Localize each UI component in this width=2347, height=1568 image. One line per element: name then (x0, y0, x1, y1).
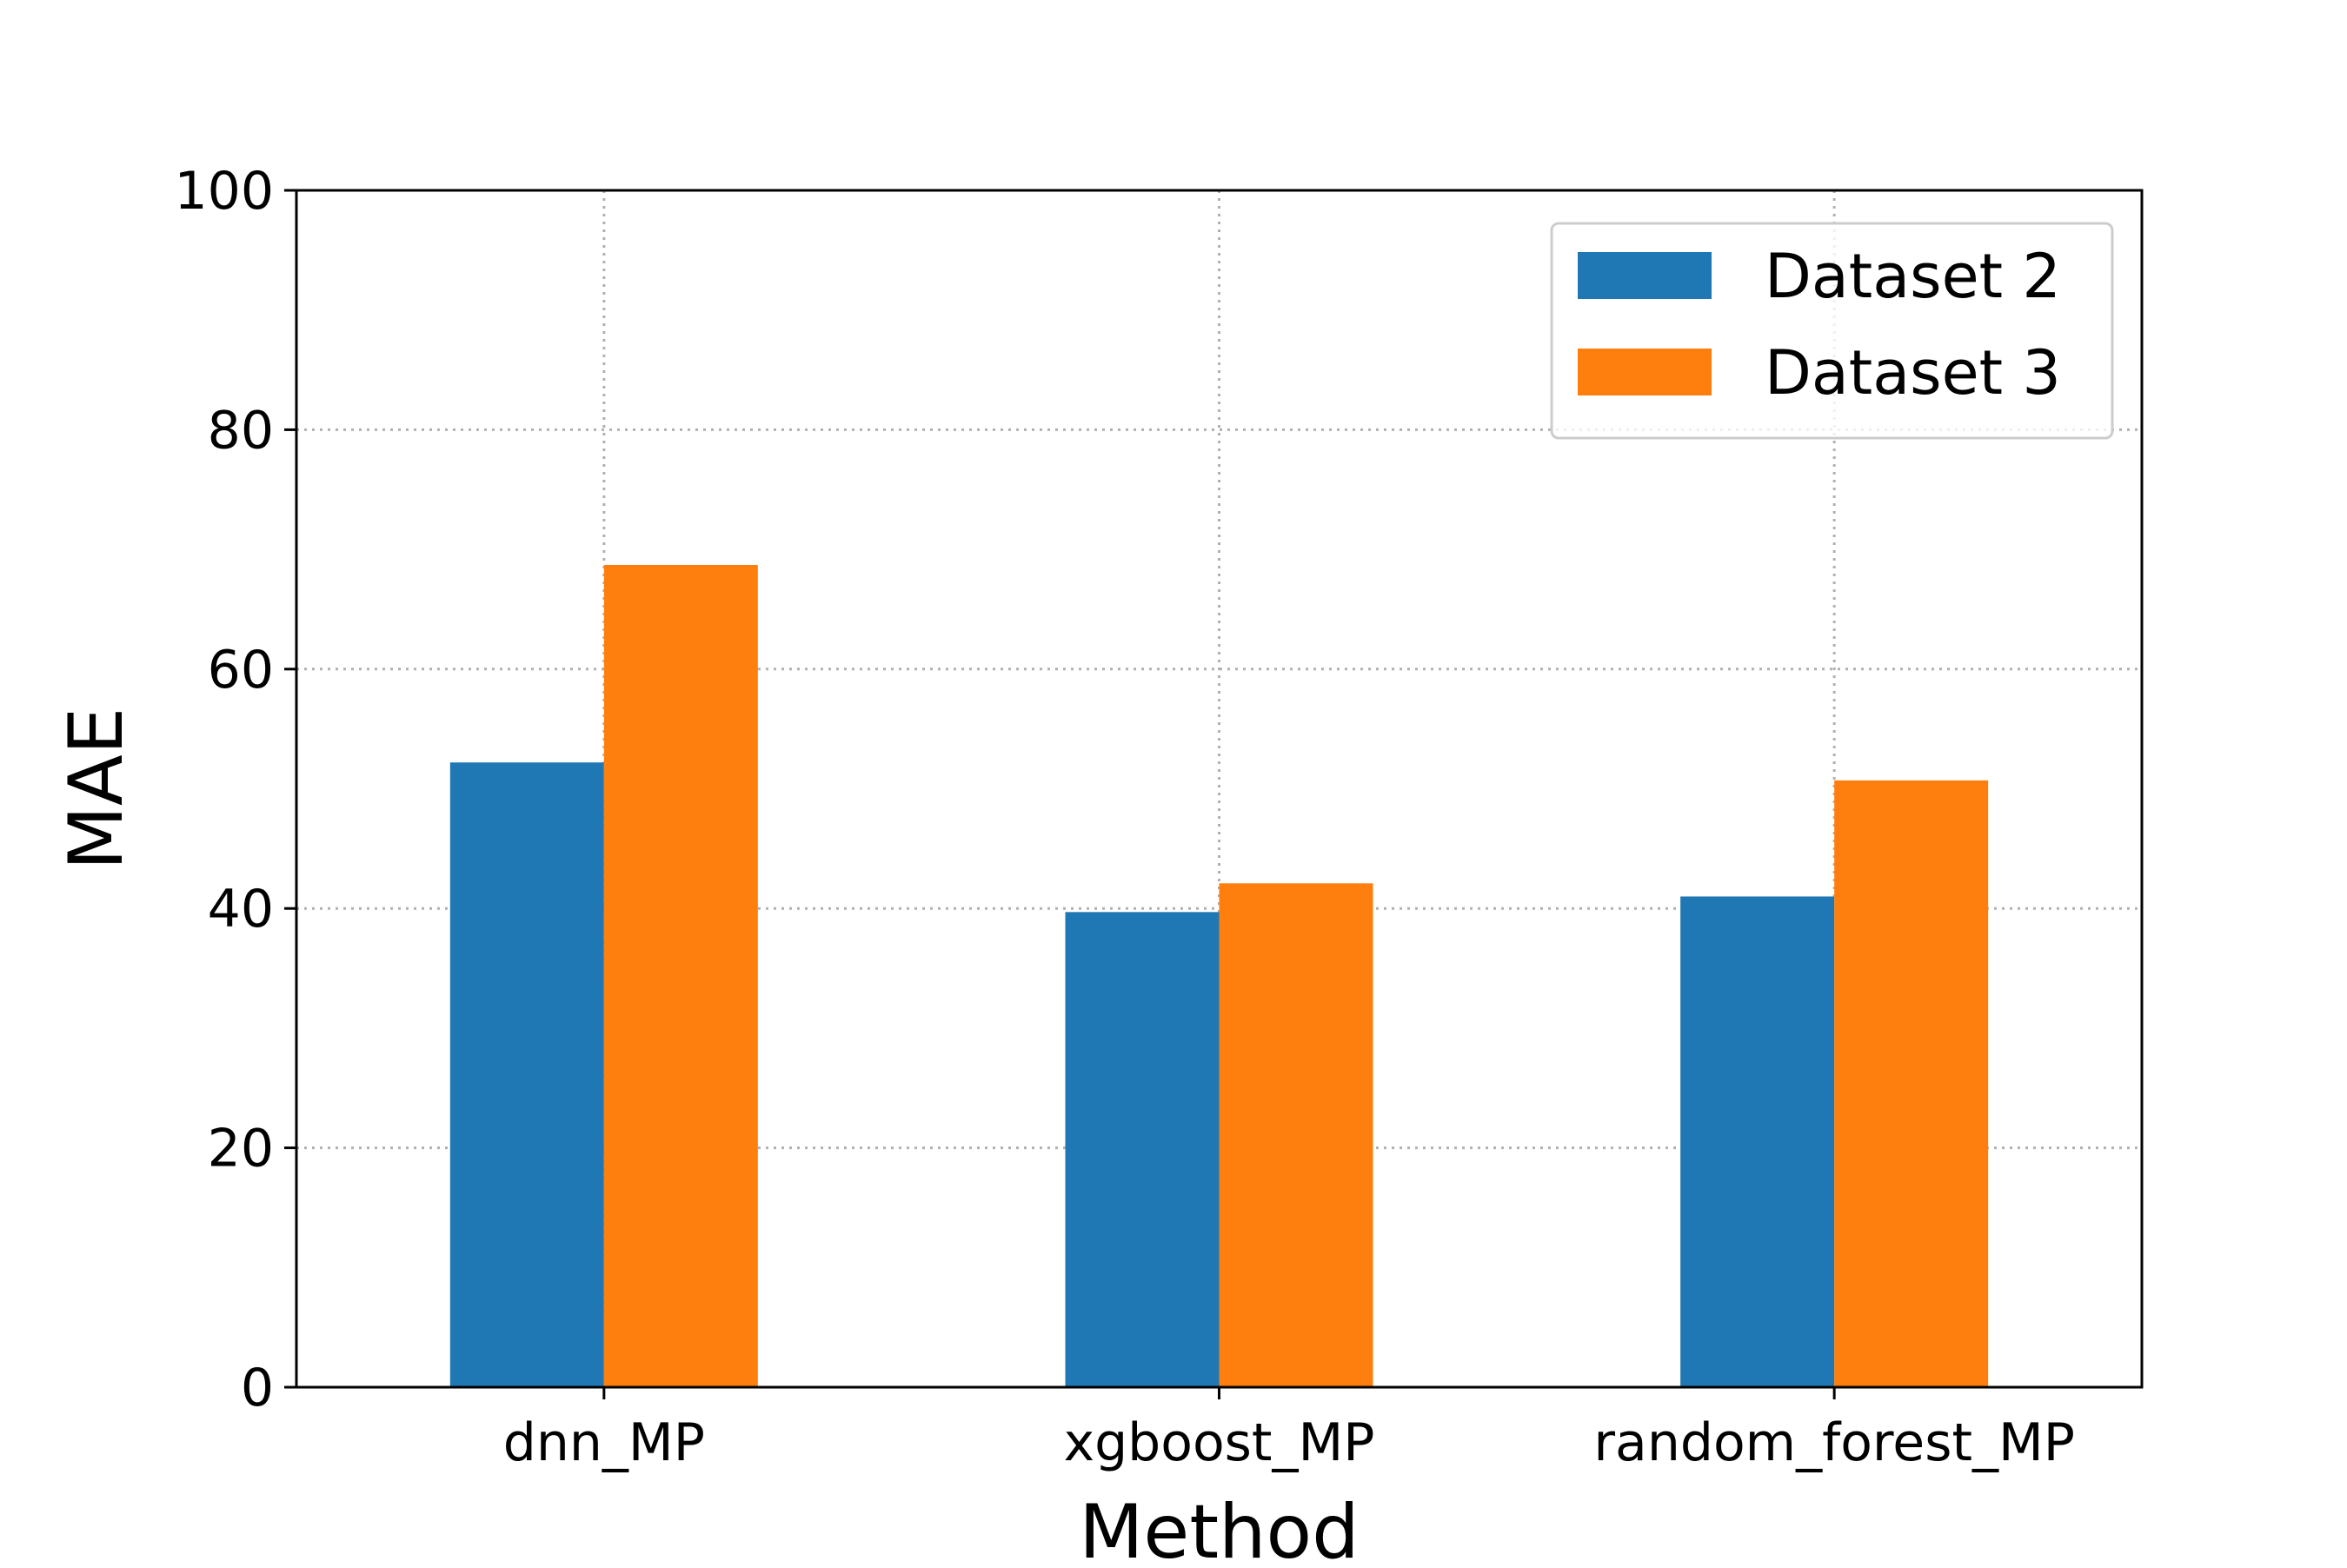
legend-swatch (1578, 349, 1712, 395)
y-tick-label: 40 (208, 879, 274, 940)
y-tick-label: 0 (241, 1358, 274, 1419)
bar-dataset-2-random_forest_MP (1680, 896, 1835, 1387)
y-tick-label: 60 (208, 640, 274, 701)
bar-dataset-3-dnn_MP (603, 565, 758, 1387)
y-axis-label: MAE (53, 708, 140, 870)
legend-swatch (1578, 252, 1712, 299)
bar-dataset-3-random_forest_MP (1834, 780, 1989, 1387)
y-tick-label: 20 (208, 1119, 274, 1179)
bars (449, 565, 1989, 1387)
x-tick-label: random_forest_MP (1593, 1412, 2075, 1473)
bar-dataset-2-dnn_MP (449, 762, 604, 1387)
y-tick-label: 100 (174, 161, 274, 222)
bar-dataset-2-xgboost_MP (1065, 912, 1220, 1387)
legend-label: Dataset 2 (1765, 241, 2061, 312)
y-tick-label: 80 (208, 400, 274, 461)
x-tick-label: dnn_MP (503, 1412, 705, 1473)
ticks: 0 20 40 60 80 100 dnn_MP xgboost_MP random_fores… (174, 161, 2074, 1473)
legend-items: Dataset 2 Dataset 3 (1578, 241, 2061, 409)
x-tick-label: xgboost_MP (1064, 1412, 1375, 1473)
bar-dataset-3-xgboost_MP (1219, 883, 1373, 1387)
legend: Dataset 2 Dataset 3 (1550, 222, 2114, 440)
legend-label: Dataset 3 (1765, 337, 2061, 409)
x-axis-label: Method (1079, 1489, 1360, 1565)
